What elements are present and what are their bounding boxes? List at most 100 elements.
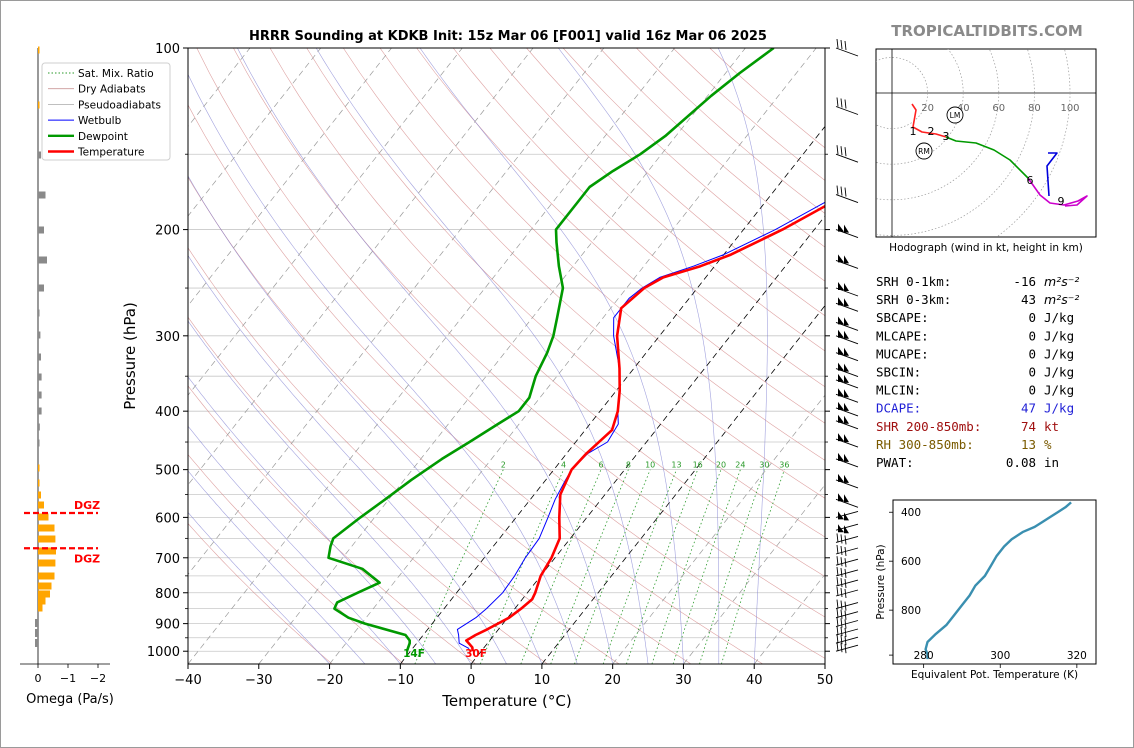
dry-adiabat-line xyxy=(343,48,825,499)
omega-bar xyxy=(35,639,38,647)
omega-axis-label: Omega (Pa/s) xyxy=(26,692,114,707)
dry-adiabat-line xyxy=(188,176,692,664)
theta-e-panel: 280 300 320 400 600 800 Equivalent Pot. Temper… xyxy=(875,499,1097,681)
omega-bar xyxy=(38,464,40,472)
x-tick-label: 0 xyxy=(467,673,475,688)
wind-barb xyxy=(835,642,859,654)
hodograph-ring-label: 100 xyxy=(1060,103,1079,114)
stat-value: 0 xyxy=(1028,365,1036,380)
hodograph-height-label: 9 xyxy=(1058,195,1065,208)
stat-label: SBCAPE: xyxy=(876,310,929,325)
stat-unit: m²s⁻² xyxy=(1044,274,1079,289)
wind-barb xyxy=(835,297,859,312)
dry-adiabat-line xyxy=(188,454,405,664)
legend-entry: Temperature xyxy=(77,147,145,159)
mixing-ratio-line xyxy=(699,469,765,664)
omega-bar xyxy=(38,572,55,580)
stat-label: DCAPE: xyxy=(876,401,921,416)
hodograph-trace xyxy=(945,136,1029,179)
skewt-profiles xyxy=(327,48,825,652)
y-tick-label: 900 xyxy=(155,618,180,633)
pseudoadiabat-line xyxy=(188,320,472,664)
dry-adiabat-line xyxy=(188,247,620,664)
wind-barb xyxy=(835,608,859,620)
mixing-ratio-line xyxy=(602,469,677,664)
isotherm-line xyxy=(258,48,746,664)
hodograph-ring-label: 60 xyxy=(992,103,1005,114)
mixing-ratio-label: 13 xyxy=(671,461,681,470)
stat-value: 0 xyxy=(1028,346,1036,361)
y-tick-label: 700 xyxy=(155,552,180,567)
stat-value: 0 xyxy=(1028,328,1036,343)
wind-barb xyxy=(835,523,859,534)
theta-e-y-tick-label: 400 xyxy=(901,507,921,519)
omega-tick-label: −2 xyxy=(90,672,106,685)
omega-bar xyxy=(38,491,41,499)
wind-barb xyxy=(835,625,859,638)
isotherm-line xyxy=(188,48,675,664)
stat-label: RH 300-850mb: xyxy=(876,437,974,452)
isotherm-line xyxy=(188,48,463,396)
wind-barb xyxy=(835,316,859,331)
omega-bar xyxy=(38,535,56,543)
omega-bar xyxy=(35,619,38,627)
omega-bar xyxy=(38,391,42,399)
wind-barb xyxy=(835,388,859,403)
mixing-ratio-line xyxy=(479,469,564,664)
isotherm-line xyxy=(188,48,534,486)
wind-barb xyxy=(835,254,859,269)
mixing-ratio-line xyxy=(414,469,504,664)
mixing-ratio-line xyxy=(550,469,629,664)
mixing-ratio-line xyxy=(520,469,602,664)
dry-adiabat-line xyxy=(306,48,825,538)
wind-barb xyxy=(835,452,859,468)
mixing-ratio-line xyxy=(574,469,651,664)
dry-adiabat-line xyxy=(526,48,825,317)
omega-bar xyxy=(38,309,40,317)
stat-label: SRH 0-1km: xyxy=(876,274,951,289)
omega-bar xyxy=(38,479,40,487)
x-tick-label: 50 xyxy=(817,673,834,688)
x-tick-label: −20 xyxy=(316,673,343,688)
dgz-label: DGZ xyxy=(74,552,100,565)
omega-bar xyxy=(38,101,40,109)
temperature-profile-line xyxy=(465,204,825,652)
stat-label: SBCIN: xyxy=(876,365,921,380)
mixing-ratio-label: 16 xyxy=(693,461,703,470)
dry-adiabat-line xyxy=(416,48,825,424)
wind-barb xyxy=(835,493,859,508)
isotherm-line xyxy=(0,48,38,664)
dry-adiabat-line xyxy=(452,48,825,388)
stat-unit: J/kg xyxy=(1044,346,1074,361)
y-tick-label: 200 xyxy=(155,224,180,239)
pseudoadiabat-line xyxy=(558,48,720,664)
dry-adiabat-line xyxy=(489,48,825,352)
omega-bar xyxy=(38,256,47,264)
wind-barb xyxy=(835,586,859,599)
theta-e-y-axis-label: Pressure (hPa) xyxy=(875,544,887,619)
hodograph-ring xyxy=(876,57,928,129)
y-tick-label: 500 xyxy=(155,464,180,479)
stat-label: MLCIN: xyxy=(876,383,921,398)
stat-label: PWAT: xyxy=(876,455,914,470)
stat-value: 47 xyxy=(1021,401,1036,416)
mixing-ratio-label: 10 xyxy=(645,461,655,470)
stat-unit: kt xyxy=(1044,419,1059,434)
mixing-ratio-label: 4 xyxy=(561,461,566,470)
pseudoadiabat-line xyxy=(188,512,330,664)
omega-bar xyxy=(38,284,44,292)
stat-unit: J/kg xyxy=(1044,365,1074,380)
stat-value: 0 xyxy=(1028,310,1036,325)
mixing-ratio-label: 2 xyxy=(501,461,506,470)
omega-bar xyxy=(38,423,40,431)
omega-bar xyxy=(38,191,46,199)
storm-motion-marker xyxy=(946,106,964,124)
mixing-ratio-label: 20 xyxy=(716,461,726,470)
wind-barb xyxy=(835,362,859,378)
wind-barb xyxy=(835,566,859,578)
wind-barb xyxy=(835,97,859,115)
chart-title: HRRR Sounding at KDKB Init: 15z Mar 06 [… xyxy=(249,29,767,44)
hodograph-height-label: 2 xyxy=(928,125,935,138)
isotherm-line xyxy=(400,125,825,664)
legend-entry: Dry Adiabats xyxy=(78,84,146,96)
